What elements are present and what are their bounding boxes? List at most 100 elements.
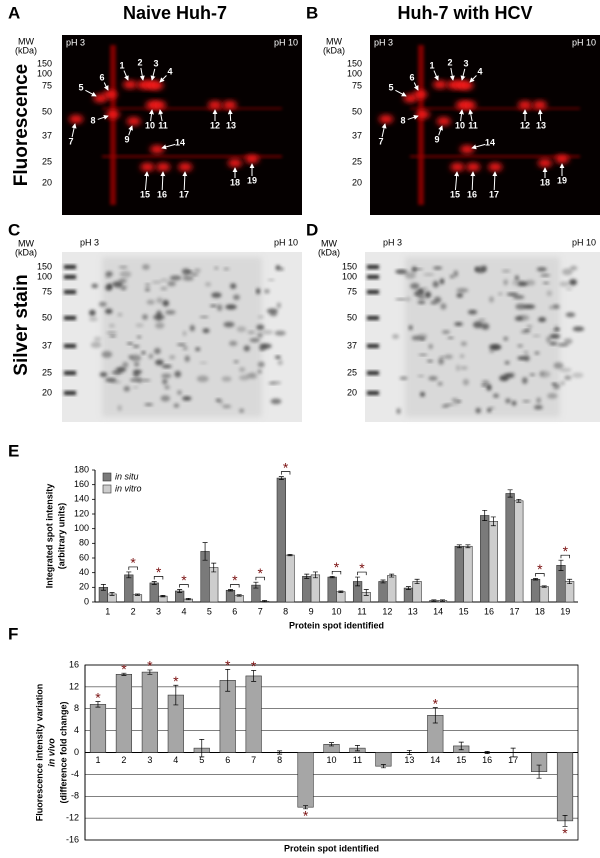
gel-spot — [437, 381, 443, 386]
gel-spot — [233, 294, 240, 301]
row-label: Fluorescence — [11, 64, 32, 187]
spot-label: 4 — [167, 66, 172, 76]
bar — [209, 567, 219, 603]
gel-spot — [161, 364, 172, 369]
x-tick-label: 6 — [225, 755, 230, 765]
panel-letter: E — [8, 441, 19, 460]
gel-spot — [538, 159, 552, 167]
gel-spot — [512, 295, 525, 300]
bar — [132, 594, 143, 603]
gel-spot — [128, 355, 134, 359]
panel-title: Naive Huh-7 — [123, 3, 227, 23]
spot-label: 10 — [145, 120, 155, 130]
spot-label: 6 — [99, 72, 104, 82]
y-tick-label: 40 — [79, 567, 89, 577]
y-tick-label: -8 — [71, 791, 79, 801]
gel-spot — [504, 373, 514, 378]
y-tick-label: 80 — [79, 538, 89, 548]
error-bar — [354, 745, 360, 752]
gel-spot — [123, 385, 130, 392]
gel-spot — [540, 371, 545, 377]
gel-spot — [160, 395, 171, 402]
significance-mark: * — [303, 808, 309, 824]
ladder-band — [367, 371, 379, 375]
error-bar — [227, 589, 233, 592]
x-tick-label: 3 — [147, 755, 152, 765]
gel-spot — [99, 372, 108, 377]
mw-tick-label: 37 — [352, 130, 362, 140]
gel-spot — [481, 384, 487, 387]
significance-mark: * — [433, 695, 439, 711]
x-axis-label: Protein spot identified — [289, 620, 384, 630]
gel-spot — [430, 300, 438, 305]
x-tick-label: 15 — [459, 606, 469, 616]
gel-spot — [103, 90, 118, 99]
gel-spot — [441, 330, 450, 334]
bar — [297, 752, 314, 808]
ladder-band — [367, 344, 379, 348]
spot-label: 2 — [447, 57, 452, 67]
gel-spot — [270, 398, 282, 405]
gel-spot — [487, 408, 492, 413]
gel-spot — [552, 304, 560, 310]
x-tick-label: 6 — [232, 606, 237, 616]
x-tick-label: 17 — [508, 755, 518, 765]
y-axis-label: Integrated spot intensity — [44, 484, 54, 589]
significance-mark: * — [147, 658, 153, 674]
significance-mark: * — [562, 825, 568, 841]
error-bar — [389, 573, 395, 578]
gel-spot — [514, 316, 523, 321]
gel-spot — [501, 269, 511, 273]
panel-letter: C — [8, 220, 20, 239]
gel-spot — [460, 341, 467, 346]
error-bar — [431, 599, 437, 602]
gel-spot — [105, 275, 111, 279]
ladder-band — [64, 344, 76, 348]
gel-spot — [223, 267, 230, 271]
error-bar — [312, 571, 318, 579]
significance-bracket — [230, 584, 240, 588]
error-bar — [177, 589, 183, 593]
gel-spot — [239, 367, 246, 373]
mw-label: (kDa) — [15, 247, 37, 257]
gel-spot — [269, 381, 282, 385]
row-label: Silver stain — [11, 274, 32, 375]
legend-swatch — [102, 484, 112, 494]
mw-tick-label: 25 — [347, 367, 357, 377]
spot-arrow — [407, 114, 419, 120]
spot-arrow — [161, 143, 176, 150]
bar — [539, 586, 549, 603]
gel-spot — [214, 266, 219, 270]
spot-label: 14 — [175, 137, 185, 147]
y-tick-label: 120 — [74, 508, 89, 518]
error-bar — [202, 542, 208, 561]
gel-spot — [164, 385, 170, 390]
gel-streak — [418, 45, 424, 205]
gel-spot — [454, 322, 463, 326]
spot-arrow — [139, 67, 145, 81]
gel-spot — [427, 359, 434, 363]
gel-spot — [239, 408, 245, 413]
gel-spot — [105, 377, 117, 382]
gel-spot — [276, 302, 282, 309]
ladder-band — [367, 391, 379, 395]
gel-spot — [418, 353, 428, 356]
y-tick-label: 140 — [74, 494, 89, 504]
error-bar — [507, 489, 513, 498]
gel-spot — [559, 281, 570, 287]
mw-tick-label: 75 — [352, 80, 362, 90]
gel-spot — [222, 404, 232, 409]
bar — [454, 545, 464, 603]
gel-spot — [396, 269, 408, 275]
x-tick-label: 1 — [105, 606, 110, 616]
x-axis-label: Protein spot identified — [284, 843, 379, 853]
error-bar — [278, 476, 284, 480]
bar — [505, 493, 515, 603]
x-tick-label: 18 — [535, 606, 545, 616]
gel-spot — [514, 275, 519, 281]
gel-spot — [532, 101, 547, 110]
gel-spot — [150, 145, 165, 154]
spot-label: 6 — [409, 72, 414, 82]
gel-spot — [489, 344, 502, 351]
gel-spot — [230, 283, 237, 290]
